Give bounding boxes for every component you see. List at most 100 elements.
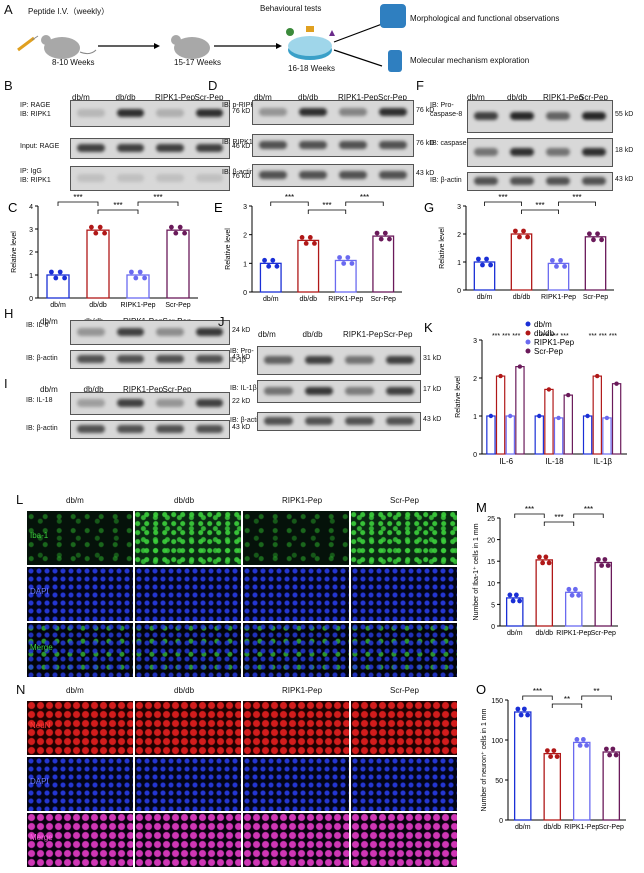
blot-band xyxy=(546,148,570,156)
kd-label-f-1: 18 kD xyxy=(615,147,634,154)
sig-label: *** xyxy=(533,687,542,696)
blot-band xyxy=(264,356,293,364)
sig-label: *** *** *** xyxy=(540,333,569,340)
micrograph-n-2-3 xyxy=(350,812,458,868)
blot-band xyxy=(299,171,327,179)
blot-label-d-1: IB: RIPK1 xyxy=(222,139,253,146)
lane-header-i-1: db/db xyxy=(83,385,104,394)
blot-label-d-0: IB: p-RIPK1 xyxy=(222,102,259,109)
data-point xyxy=(97,224,103,230)
y-tick-label: 0 xyxy=(473,452,477,459)
micrograph-n-2-1 xyxy=(134,812,242,868)
bar xyxy=(495,375,506,455)
syringe-icon xyxy=(17,35,39,52)
blot-band xyxy=(379,108,407,116)
age-label-3: 16-18 Weeks xyxy=(288,64,335,73)
micrograph-l-0-0 xyxy=(26,510,134,566)
data-point xyxy=(182,230,188,236)
x-tick-label: RIPK1-Pep xyxy=(556,630,591,637)
legend-label: db/m xyxy=(534,320,552,329)
x-tick-label: db/m xyxy=(263,296,279,303)
legend-label: RIPK1-Pep xyxy=(534,338,575,347)
kd-label-i-1: 43 kD xyxy=(232,424,251,431)
bar xyxy=(572,741,591,821)
lane-header-d-1: db/db xyxy=(298,93,319,102)
kd-label-h-0: 24 kD xyxy=(232,327,251,334)
bar xyxy=(510,233,533,291)
blot-band xyxy=(116,355,144,363)
y-axis-label: Relative level xyxy=(11,231,18,273)
mouse-icon-1 xyxy=(41,35,97,59)
data-point xyxy=(378,236,384,242)
blot-band xyxy=(195,174,223,182)
panel-g-label: G xyxy=(424,200,434,215)
bar xyxy=(535,559,554,627)
data-point xyxy=(548,754,554,759)
y-tick-label: 1 xyxy=(243,261,247,268)
blot-strip-j-0 xyxy=(257,346,421,375)
blot-band xyxy=(77,174,105,182)
data-point xyxy=(595,373,600,379)
micrograph-n-2-0 xyxy=(26,812,134,868)
micrograph-l-2-1 xyxy=(134,622,242,678)
data-point xyxy=(554,264,559,269)
data-point xyxy=(517,364,523,369)
data-point xyxy=(558,258,563,263)
kd-label-j-0: 31 kD xyxy=(423,355,442,362)
x-tick-label: RIPK1-Pep xyxy=(328,296,363,303)
y-axis-label: Number of neuron⁺ cells in 1 mm xyxy=(481,708,488,811)
y-tick-label: 2 xyxy=(243,233,247,240)
panel-b-label: B xyxy=(4,78,13,93)
mouse-icon-2 xyxy=(171,35,210,59)
data-point xyxy=(518,712,524,718)
y-tick-label: 3 xyxy=(473,338,477,345)
data-point xyxy=(93,230,99,236)
data-point xyxy=(602,557,608,562)
micrograph-n-1-3 xyxy=(350,756,458,812)
data-point xyxy=(614,381,619,386)
x-tick-label: db/db xyxy=(543,824,561,831)
micrograph-n-0-3 xyxy=(350,700,458,756)
panel-n-label: N xyxy=(16,682,26,697)
blot-band xyxy=(385,417,414,425)
sig-bracket xyxy=(558,201,596,206)
micrograph-l-2-0 xyxy=(26,622,134,678)
x-tick-label: Scr-Pep xyxy=(583,294,608,301)
y-tick-label: 3 xyxy=(29,227,33,234)
y-tick-label: 1 xyxy=(457,260,461,267)
data-point xyxy=(546,560,552,566)
lane-header-h-0: db/m xyxy=(40,317,58,326)
data-point xyxy=(484,256,489,262)
image-header-l-1: db/db xyxy=(174,496,195,505)
blot-strip-h-0 xyxy=(70,320,230,345)
data-point xyxy=(576,592,582,598)
legend-marker xyxy=(525,321,531,327)
y-tick-label: 20 xyxy=(487,538,495,545)
data-point xyxy=(585,413,590,419)
blot-band xyxy=(474,112,498,120)
lane-header-d-0: db/m xyxy=(254,93,272,102)
workflow-diagram xyxy=(17,23,383,67)
blot-band xyxy=(156,355,184,363)
peptide-text: Peptide I.V.（weekly） xyxy=(28,7,110,16)
data-point xyxy=(89,224,94,230)
data-point xyxy=(515,706,521,712)
blot-band xyxy=(339,171,367,179)
bar xyxy=(334,259,357,293)
blot-band xyxy=(77,328,105,336)
blot-band xyxy=(264,417,293,425)
panel-i-label: I xyxy=(4,376,8,391)
blot-band xyxy=(195,144,223,152)
blot-band xyxy=(510,112,534,120)
data-point xyxy=(591,237,596,243)
sig-label: ** xyxy=(593,687,599,696)
data-point xyxy=(53,275,59,281)
micrograph-l-1-3 xyxy=(350,566,458,622)
blot-label-h-0: IB: IL-6 xyxy=(26,322,49,329)
row-label-n-0: NeuN xyxy=(30,721,51,730)
blot-band xyxy=(304,356,333,364)
blot-band xyxy=(259,171,287,179)
y-tick-label: 25 xyxy=(487,516,495,523)
sig-label: *** xyxy=(584,505,593,514)
lane-header-b-3: Scr-Pep xyxy=(194,93,224,102)
